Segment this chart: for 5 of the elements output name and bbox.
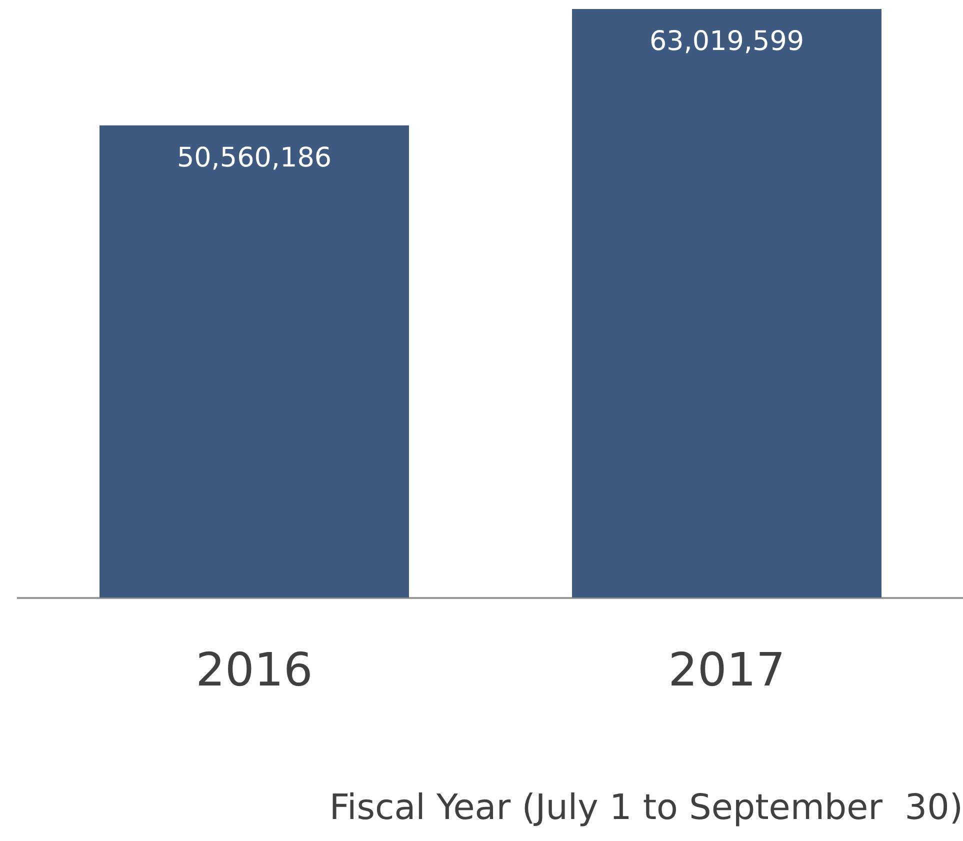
x-tick-label: 2016 [196,642,313,696]
x-tick-label: 2017 [668,642,786,696]
x-axis-title: Fiscal Year (July 1 to September 30) [329,788,963,828]
data-label: 50,560,186 [176,142,332,174]
data-label: 63,019,599 [649,26,804,58]
